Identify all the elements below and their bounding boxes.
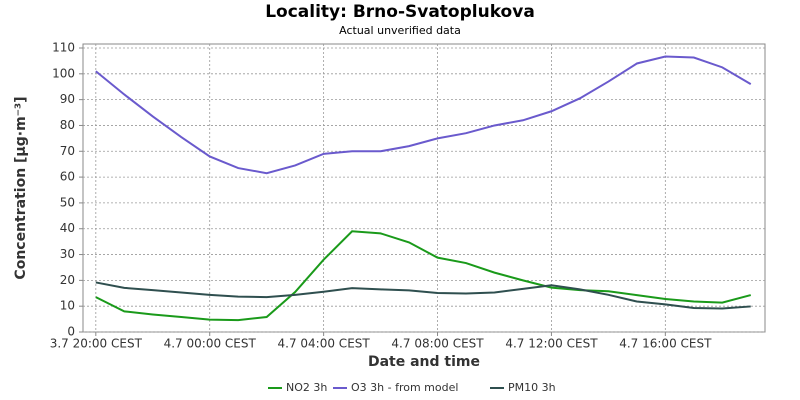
series-line (95, 230, 752, 322)
x-tick-label: 4.7 00:00 CEST (164, 337, 257, 351)
y-axis-title: Concentration [µg·m⁻³] (13, 96, 29, 279)
chart-title: Locality: Brno-Svatoplukova (265, 2, 535, 22)
plot-area (82, 43, 766, 333)
x-tick-label: 4.7 16:00 CEST (619, 337, 712, 351)
x-tick-label: 4.7 08:00 CEST (391, 337, 484, 351)
y-tick-label: 90 (60, 92, 75, 106)
series-line (95, 55, 752, 175)
chart-subtitle: Actual unverified data (339, 24, 461, 37)
y-tick-label: 110 (52, 41, 75, 55)
x-tick-label: 4.7 12:00 CEST (505, 337, 598, 351)
series-line (95, 281, 751, 310)
y-tick-label: 80 (60, 118, 75, 132)
legend-label: NO2 3h (286, 381, 327, 394)
y-tick-label: 0 (67, 325, 75, 339)
y-tick-label: 20 (60, 273, 75, 287)
y-tick-label: 70 (60, 144, 75, 158)
legend-label: O3 3h - from model (351, 381, 458, 394)
x-axis-title: Date and time (368, 354, 480, 370)
y-tick-label: 60 (60, 170, 75, 184)
y-tick-label: 50 (60, 195, 75, 209)
y-tick-label: 40 (60, 221, 75, 235)
x-tick-label: 4.7 04:00 CEST (278, 337, 371, 351)
x-tick-label: 3.7 20:00 CEST (50, 337, 143, 351)
y-tick-label: 10 (60, 299, 75, 313)
y-tick-label: 30 (60, 247, 75, 261)
y-tick-label: 100 (52, 66, 75, 80)
legend-label: PM10 3h (508, 381, 556, 394)
